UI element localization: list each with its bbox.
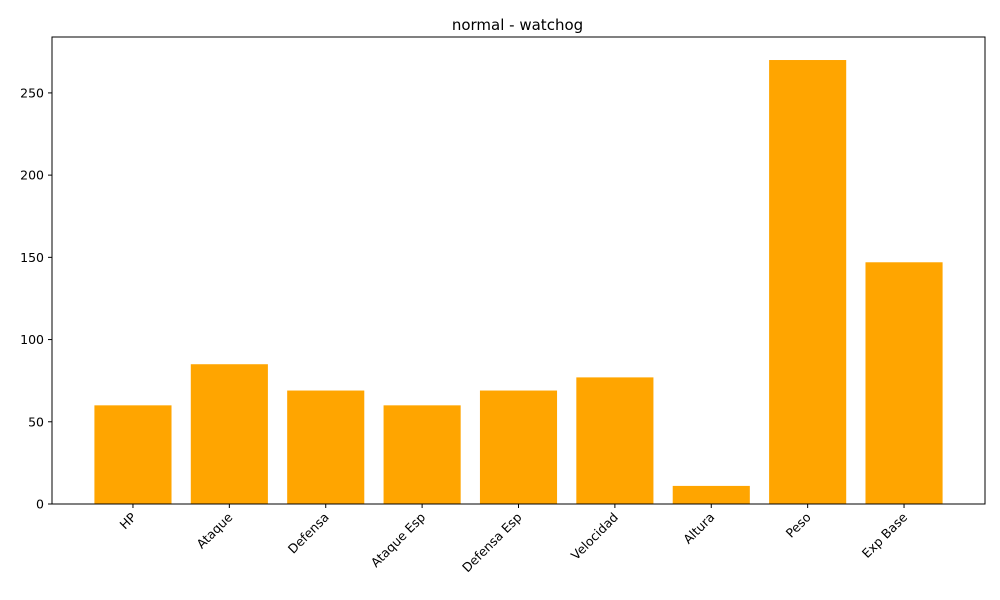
plot-frame xyxy=(51,36,986,505)
y-tick-label: 200 xyxy=(20,168,44,183)
x-tick-label: Defensa Esp xyxy=(459,509,525,575)
bar-velocidad xyxy=(576,377,654,504)
bar-defensa-esp xyxy=(479,390,558,504)
bar-hp xyxy=(94,405,172,504)
bar-defensa xyxy=(287,390,365,504)
bar-ataque xyxy=(190,364,268,504)
x-tick-label: HP xyxy=(117,509,140,532)
bar-ataque-esp xyxy=(383,405,461,504)
chart-title: normal - watchog xyxy=(452,16,583,34)
bar-altura xyxy=(672,485,750,504)
x-axis: HP Ataque Defensa Ataque Esp Defensa Esp Velo… xyxy=(117,504,911,575)
bars-group xyxy=(94,60,943,505)
y-tick-label: 0 xyxy=(36,497,44,512)
x-tick-label: Exp Base xyxy=(859,509,911,561)
x-tick-label: Peso xyxy=(783,510,814,541)
x-tick-label: Altura xyxy=(680,510,717,547)
x-tick-label: Ataque xyxy=(193,509,235,551)
y-tick-label: 250 xyxy=(20,85,44,100)
bar-peso xyxy=(769,60,847,505)
x-tick-label: Defensa xyxy=(285,510,332,557)
y-tick-label: 50 xyxy=(28,414,44,429)
bar-exp-base xyxy=(865,262,943,504)
x-tick-label: Velocidad xyxy=(568,510,621,563)
x-tick-label: Ataque Esp xyxy=(368,509,429,570)
y-tick-label: 150 xyxy=(20,250,44,265)
y-axis: 0 50 100 150 200 250 xyxy=(20,85,52,512)
y-tick-label: 100 xyxy=(20,332,44,347)
